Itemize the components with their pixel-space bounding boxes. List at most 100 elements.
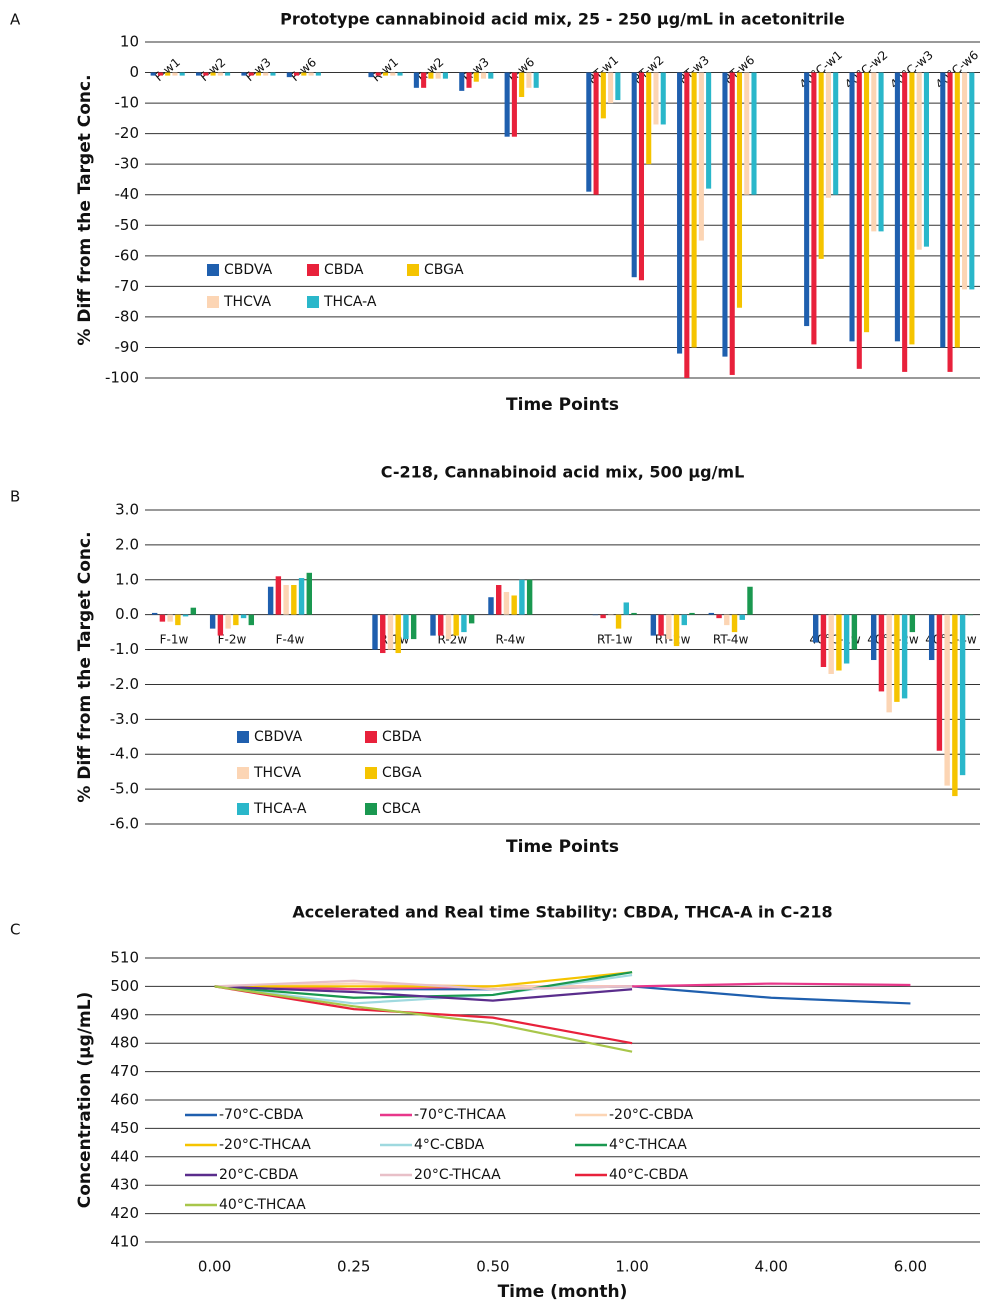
- bar: [820, 614, 827, 667]
- chart-title: Accelerated and Real time Stability: CBD…: [292, 903, 832, 922]
- bar: [878, 72, 884, 232]
- bar: [519, 579, 525, 615]
- bar: [623, 602, 629, 615]
- bar: [706, 72, 712, 189]
- y-tick-label: -70: [115, 277, 140, 295]
- panel-label: C: [10, 921, 20, 939]
- bar: [673, 614, 680, 647]
- panel-label: A: [10, 11, 21, 29]
- bar: [886, 614, 892, 713]
- bar: [387, 614, 394, 650]
- bar: [731, 614, 738, 633]
- bar: [608, 72, 614, 104]
- y-tick-label: -90: [115, 338, 140, 356]
- legend-swatch: [237, 731, 249, 743]
- bar: [940, 72, 946, 348]
- x-tick-label: R-w1: [369, 55, 401, 85]
- legend-label: -70°C-THCAA: [414, 1107, 506, 1123]
- bar: [864, 72, 870, 333]
- bar: [395, 614, 401, 654]
- line: [214, 979, 633, 991]
- bar: [836, 614, 842, 671]
- bar: [503, 591, 510, 615]
- bar: [275, 576, 282, 615]
- x-tick-label: F-2w: [218, 633, 247, 647]
- bar: [435, 72, 441, 79]
- bar: [442, 72, 448, 79]
- bar: [209, 614, 216, 629]
- legend-swatch: [365, 767, 377, 779]
- bar: [504, 72, 510, 137]
- bar: [878, 614, 885, 692]
- legend-swatch: [365, 731, 377, 743]
- bar: [608, 614, 614, 616]
- bar: [466, 72, 472, 88]
- bar: [653, 72, 659, 125]
- bar: [308, 72, 314, 76]
- y-tick-label: 430: [110, 1176, 139, 1194]
- bar: [413, 72, 419, 88]
- bar: [438, 614, 444, 636]
- bar: [916, 72, 922, 250]
- chart-title: C-218, Cannabinoid acid mix, 500 µg/mL: [381, 463, 745, 482]
- bar: [241, 72, 247, 76]
- bar: [751, 72, 757, 195]
- bar: [901, 614, 908, 699]
- bar: [638, 72, 645, 281]
- bar: [270, 72, 276, 76]
- legend-swatch: [207, 296, 219, 308]
- bar: [689, 612, 695, 615]
- bar: [403, 614, 409, 640]
- bar: [811, 72, 817, 345]
- bar: [179, 72, 185, 76]
- x-tick-label: 0.50: [476, 1258, 509, 1276]
- bar: [225, 614, 231, 629]
- line: [214, 971, 633, 988]
- bar: [165, 72, 171, 76]
- legend-swatch: [407, 264, 419, 276]
- bar: [684, 72, 690, 378]
- x-axis-label: Time (month): [498, 1282, 628, 1302]
- line: [214, 985, 633, 1053]
- bar: [306, 572, 312, 615]
- y-axis-label: Concentration (µg/mL): [75, 992, 95, 1209]
- bar: [190, 607, 197, 615]
- bar: [828, 614, 834, 674]
- legend-label: 40°C-THCAA: [219, 1197, 306, 1213]
- bar: [724, 614, 730, 626]
- bar: [519, 72, 525, 97]
- y-tick-label: -40: [115, 185, 140, 203]
- bar: [825, 72, 831, 198]
- y-tick-label: 0.0: [115, 605, 139, 623]
- y-tick-label: -80: [115, 307, 140, 325]
- y-tick-label: 490: [110, 1005, 139, 1023]
- chart-title: Prototype cannabinoid acid mix, 25 - 250…: [280, 10, 845, 29]
- bar: [368, 72, 374, 78]
- bar: [286, 72, 292, 78]
- y-axis-label: % Diff from the Target Conc.: [75, 74, 95, 345]
- legend-label: THCA-A: [253, 801, 307, 817]
- bar: [615, 72, 621, 101]
- bar: [526, 579, 533, 615]
- bar: [954, 72, 960, 348]
- bar: [959, 614, 966, 776]
- bar: [944, 614, 950, 786]
- bar: [150, 72, 156, 76]
- y-tick-label: -20: [115, 124, 140, 142]
- bar: [375, 72, 381, 76]
- y-tick-label: -4.0: [110, 745, 139, 763]
- bar: [962, 72, 968, 290]
- bar: [511, 595, 517, 615]
- y-tick-label: -60: [115, 246, 140, 264]
- line: [214, 985, 633, 1002]
- bar: [430, 614, 436, 636]
- bar: [380, 614, 386, 654]
- bar: [428, 72, 434, 79]
- legend-label: THCA-A: [323, 294, 377, 310]
- bar: [909, 72, 915, 345]
- x-axis-label: Time Points: [506, 395, 619, 415]
- bar: [263, 72, 269, 76]
- legend-label: THCVA: [253, 765, 302, 781]
- bar: [747, 586, 753, 615]
